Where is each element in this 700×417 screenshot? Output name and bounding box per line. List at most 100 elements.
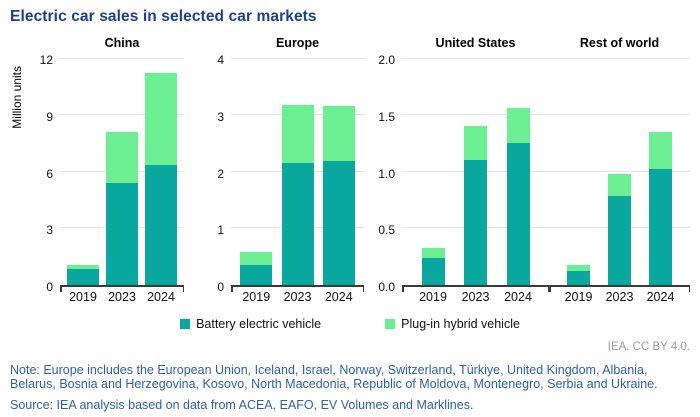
gridline [549, 113, 690, 115]
y-tick-label: 0 [46, 280, 53, 294]
stacked-bar-2019 [421, 247, 445, 285]
plug-in-hybrid-segment [506, 107, 530, 144]
y-axis-china: 0 3 6 9 12 [28, 53, 60, 294]
plug-in-hybrid-segment [145, 73, 177, 165]
bars-group: 2019 2023 2024 [231, 60, 364, 304]
y-axis-united-states: 0.0 0.5 1.0 1.5 2.0 [364, 53, 402, 294]
panel-title: China [104, 36, 140, 50]
plug-in-hybrid-segment [464, 126, 487, 161]
chart-panels: 0 3 6 9 12 China 2019 2023 2024 0 1 2 3 4 Europe 2019 20… [10, 36, 690, 304]
source-text: Source: IEA analysis based on data from … [10, 397, 474, 412]
battery-electric-segment [145, 164, 177, 285]
x-tick-label: 2023 [461, 290, 490, 304]
bar-slot-2024: 2024 [145, 60, 177, 304]
legend-item-battery-electric: Battery electric vehicle [180, 317, 321, 331]
stacked-bar-2024 [145, 73, 177, 285]
stacked-bar-2019 [67, 264, 99, 285]
bar-slot-2019: 2019 [67, 60, 99, 304]
bar-slot-2023: 2023 [106, 60, 138, 304]
stacked-bar-2024 [322, 106, 355, 285]
gridline [60, 113, 184, 115]
plug-in-hybrid-segment [421, 247, 445, 258]
x-tick-label: 2019 [69, 290, 97, 304]
bar-slot-2024: 2024 [322, 60, 355, 304]
bars-group: 2019 2023 2024 [549, 60, 690, 304]
x-tick-label: 2024 [147, 290, 175, 304]
y-tick-label: 1.0 [378, 166, 395, 181]
x-tick-label: 2023 [605, 290, 634, 304]
bars-group: 2019 2023 2024 [60, 60, 184, 304]
panel-title: Europe [275, 36, 320, 50]
y-tick-label: 0 [217, 280, 224, 294]
battery-electric-segment [649, 169, 672, 285]
battery-electric-segment [567, 271, 590, 285]
y-tick-label: 3 [46, 223, 53, 238]
y-tick-label: 0.0 [378, 280, 395, 294]
stacked-bar-2019 [240, 252, 273, 285]
gridline [549, 58, 690, 59]
panel-title: United States [435, 36, 516, 50]
y-tick-label: 12 [39, 53, 53, 67]
panel-rest-of-world: Rest of world 2019 2023 2024 [549, 36, 690, 304]
battery-electric-segment [322, 161, 355, 285]
battery-electric-segment [67, 269, 99, 285]
y-axis-europe: 0 1 2 3 4 [184, 53, 231, 294]
gridline [402, 113, 549, 115]
note-text: Note: Europe includes the European Union… [10, 363, 658, 392]
plug-in-hybrid-segment [106, 131, 138, 183]
battery-electric-swatch-icon [180, 319, 191, 329]
y-tick-label: 3 [217, 109, 224, 124]
x-tick-label: 2019 [242, 290, 271, 304]
chart-title: Electric car sales in selected car marke… [10, 8, 317, 25]
panel-title: Rest of world [579, 36, 660, 50]
battery-electric-segment [464, 160, 487, 285]
x-tick-label: 2024 [324, 290, 353, 304]
stacked-bar-2023 [281, 105, 314, 285]
y-tick-label: 1.5 [378, 109, 395, 124]
battery-electric-segment [106, 182, 138, 285]
battery-electric-segment [506, 143, 530, 285]
y-tick-label: 1 [217, 223, 224, 238]
plug-in-hybrid-swatch-icon [385, 319, 396, 329]
x-tick-label: 2024 [646, 290, 675, 304]
panel-united-states: United States 2019 2023 2024 [402, 36, 549, 304]
gridline [549, 170, 690, 172]
bar-slot-2024: 2024 [647, 60, 674, 304]
x-tick-label: 2019 [419, 290, 447, 304]
battery-electric-segment [421, 257, 445, 285]
plug-in-hybrid-segment [240, 252, 273, 265]
y-tick-label: 0.5 [378, 223, 395, 238]
gridline [60, 58, 184, 59]
stacked-bar-2019 [567, 264, 590, 285]
bar-slot-2023: 2023 [462, 60, 489, 304]
y-tick-label: 4 [217, 53, 224, 67]
bar-slot-2023: 2023 [606, 60, 633, 304]
plug-in-hybrid-segment [281, 105, 314, 163]
y-tick-label: 2.0 [378, 53, 395, 67]
x-tick-label: 2024 [504, 290, 532, 304]
stacked-bar-2024 [649, 131, 672, 285]
y-tick-label: 9 [46, 109, 53, 124]
chart-area: Million units 0 3 6 9 12 China 2019 2023 2024 0 1 2… [10, 36, 690, 304]
stacked-bar-2024 [506, 107, 530, 285]
gridline [231, 58, 364, 59]
stacked-bar-2023 [608, 173, 631, 285]
plug-in-hybrid-segment [67, 264, 99, 270]
x-tick-label: 2023 [108, 290, 136, 304]
y-tick-label: 2 [217, 166, 224, 181]
legend-item-plug-in-hybrid: Plug-in hybrid vehicle [385, 317, 520, 331]
x-tick-label: 2019 [564, 290, 593, 304]
y-axis-label: Million units [10, 66, 24, 129]
panel-europe: Europe 2019 2023 2024 [231, 36, 364, 304]
battery-electric-segment [608, 196, 631, 285]
attribution: IEA. CC BY 4.0. [607, 341, 690, 353]
y-tick-label: 6 [46, 166, 53, 181]
bar-slot-2019: 2019 [419, 60, 447, 304]
bar-slot-2019: 2019 [565, 60, 592, 304]
battery-electric-segment [240, 264, 273, 285]
bar-slot-2024: 2024 [504, 60, 532, 304]
bar-slot-2019: 2019 [240, 60, 273, 304]
x-tick-label: 2023 [283, 290, 312, 304]
stacked-bar-2023 [106, 131, 138, 285]
